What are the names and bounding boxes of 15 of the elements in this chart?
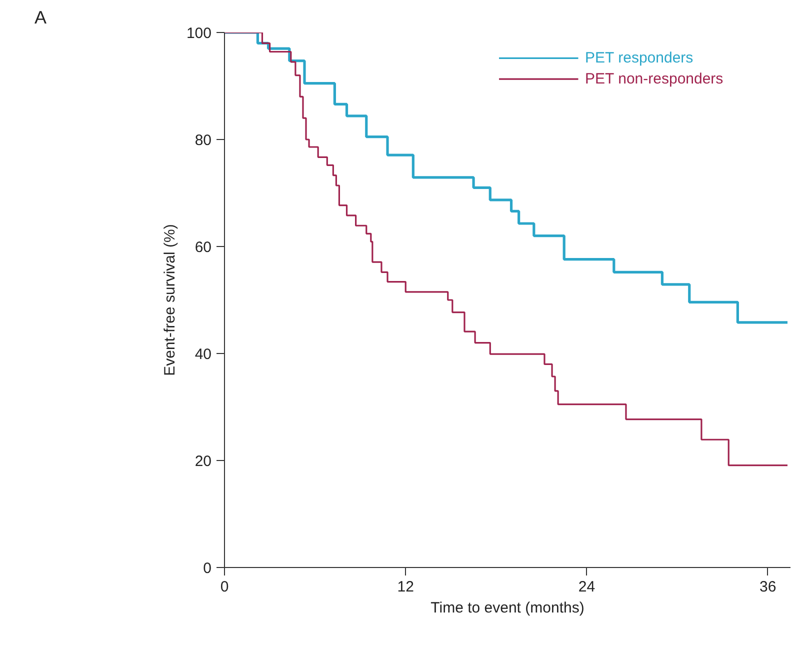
x-tick-label: 36 [760,578,776,596]
y-tick-label: 60 [194,239,212,256]
y-tick-label: 20 [194,453,212,470]
text: PET non-responders [585,70,724,88]
y-axis-title: Event-free survival (%) [161,224,178,376]
x-axis-title: Time to event (months) [430,600,584,616]
y-tick-label: 0 [203,560,212,577]
text: A [34,8,47,28]
y-tick-label: 80 [194,132,212,149]
y-tick-label: 40 [194,346,212,363]
y-tick-label: 100 [186,25,212,42]
x-tick-label: 0 [220,578,229,596]
text: PET responders [585,50,694,67]
x-tick-label: 24 [578,578,596,596]
x-tick-label: 12 [397,578,414,596]
